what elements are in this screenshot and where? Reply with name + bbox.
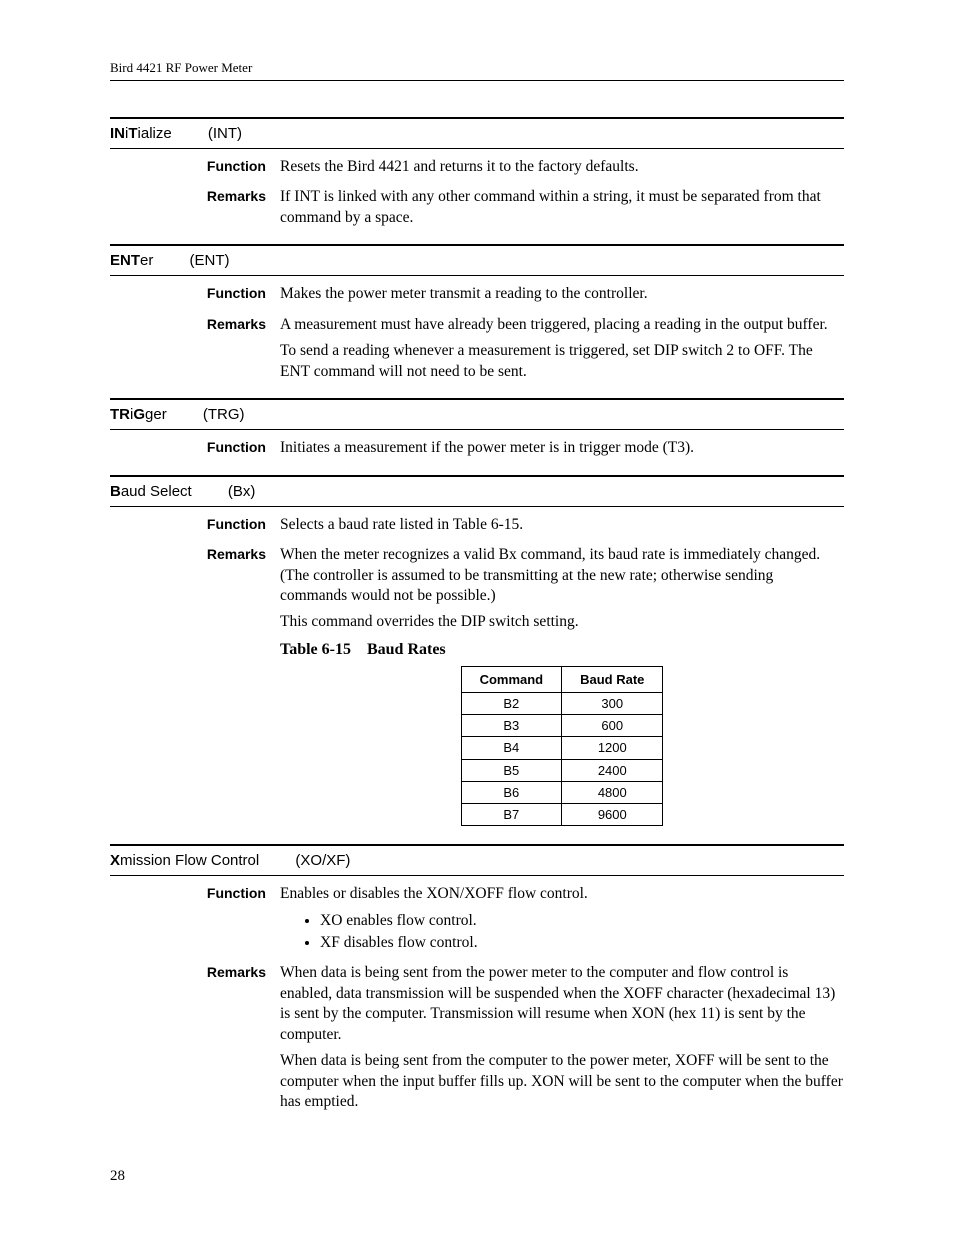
table-body: B2300B3600B41200B52400B64800B79600 <box>461 693 663 826</box>
content-function: Resets the Bird 4421 and returns it to t… <box>280 157 844 183</box>
row-function: Function Selects a baud rate listed in T… <box>110 515 844 541</box>
table-cell: 300 <box>562 693 663 715</box>
content-function: Enables or disables the XON/XOFF flow co… <box>280 884 844 959</box>
label-function: Function <box>110 438 280 464</box>
row-function: Function Enables or disables the XON/XOF… <box>110 884 844 959</box>
label-remarks: Remarks <box>110 963 280 1118</box>
section-header-baud: Baud Select (Bx) <box>110 475 844 507</box>
text-remarks-1: When data is being sent from the power m… <box>280 963 844 1045</box>
cmd-abbr-trigger: (TRG) <box>203 406 245 423</box>
table-cell: B2 <box>461 693 562 715</box>
cmd-name-xmission: Xmission Flow Control <box>110 852 259 869</box>
label-function: Function <box>110 515 280 541</box>
row-function: Function Initiates a measurement if the … <box>110 438 844 464</box>
table-header-cell: Command <box>461 667 562 693</box>
text-remarks-2: To send a reading whenever a measurement… <box>280 341 844 382</box>
baud-rate-table: Command Baud Rate B2300B3600B41200B52400… <box>461 666 664 826</box>
bullet-item: XO enables flow control. <box>320 911 844 931</box>
section-header-enter: ENTer (ENT) <box>110 244 844 276</box>
table-row: B2300 <box>461 693 663 715</box>
page-number: 28 <box>110 1168 125 1185</box>
text-remarks-2: When data is being sent from the compute… <box>280 1051 844 1112</box>
table-row: B41200 <box>461 737 663 759</box>
label-remarks: Remarks <box>110 315 280 388</box>
row-remarks: Remarks When data is being sent from the… <box>110 963 844 1118</box>
cmd-name-baud: Baud Select <box>110 483 192 500</box>
table-cell: B3 <box>461 715 562 737</box>
text-function: Initiates a measurement if the power met… <box>280 438 844 458</box>
text-remarks-1: When the meter recognizes a valid Bx com… <box>280 545 844 606</box>
table-header-row: Command Baud Rate <box>461 667 663 693</box>
cmd-abbr-initialize: (INT) <box>208 125 242 142</box>
content-function: Selects a baud rate listed in Table 6-15… <box>280 515 844 541</box>
label-function: Function <box>110 284 280 310</box>
row-remarks: Remarks A measurement must have already … <box>110 315 844 388</box>
page: Bird 4421 RF Power Meter INiTialize (INT… <box>0 0 954 1235</box>
text-remarks-1: A measurement must have already been tri… <box>280 315 844 335</box>
table-caption: Table 6-15 Baud Rates <box>280 639 844 660</box>
cmd-name-enter: ENTer <box>110 252 153 269</box>
table-row: B64800 <box>461 781 663 803</box>
text-function: Selects a baud rate listed in Table 6-15… <box>280 515 844 535</box>
cmd-abbr-xmission: (XO/XF) <box>295 852 350 869</box>
cmd-abbr-baud: (Bx) <box>228 483 256 500</box>
content-remarks: When data is being sent from the power m… <box>280 963 844 1118</box>
label-function: Function <box>110 884 280 959</box>
table-cell: 1200 <box>562 737 663 759</box>
row-remarks: Remarks If INT is linked with any other … <box>110 187 844 234</box>
text-function: Resets the Bird 4421 and returns it to t… <box>280 157 844 177</box>
table-row: B52400 <box>461 759 663 781</box>
text-function: Enables or disables the XON/XOFF flow co… <box>280 884 844 904</box>
text-remarks-2: This command overrides the DIP switch se… <box>280 612 844 632</box>
section-header-trigger: TRiGger (TRG) <box>110 398 844 430</box>
content-function: Makes the power meter transmit a reading… <box>280 284 844 310</box>
table-cell: 9600 <box>562 803 663 825</box>
table-cell: 4800 <box>562 781 663 803</box>
table-cell: 2400 <box>562 759 663 781</box>
text-function: Makes the power meter transmit a reading… <box>280 284 844 304</box>
section-header-initialize: INiTialize (INT) <box>110 117 844 149</box>
running-header: Bird 4421 RF Power Meter <box>110 60 844 81</box>
label-remarks: Remarks <box>110 187 280 234</box>
table-cell: B6 <box>461 781 562 803</box>
cmd-abbr-enter: (ENT) <box>190 252 230 269</box>
label-remarks: Remarks <box>110 545 280 834</box>
section-header-xmission: Xmission Flow Control (XO/XF) <box>110 844 844 876</box>
cmd-name-trigger: TRiGger <box>110 406 167 423</box>
row-function: Function Resets the Bird 4421 and return… <box>110 157 844 183</box>
content-remarks: A measurement must have already been tri… <box>280 315 844 388</box>
bullet-item: XF disables flow control. <box>320 933 844 953</box>
table-cell: B5 <box>461 759 562 781</box>
cmd-name-initialize: INiTialize <box>110 125 172 142</box>
content-remarks: When the meter recognizes a valid Bx com… <box>280 545 844 834</box>
table-cell: B4 <box>461 737 562 759</box>
label-function: Function <box>110 157 280 183</box>
row-remarks: Remarks When the meter recognizes a vali… <box>110 545 844 834</box>
table-cell: B7 <box>461 803 562 825</box>
content-function: Initiates a measurement if the power met… <box>280 438 844 464</box>
table-row: B3600 <box>461 715 663 737</box>
bullet-list: XO enables flow control. XF disables flo… <box>280 911 844 954</box>
table-cell: 600 <box>562 715 663 737</box>
text-remarks: If INT is linked with any other command … <box>280 187 844 228</box>
table-row: B79600 <box>461 803 663 825</box>
row-function: Function Makes the power meter transmit … <box>110 284 844 310</box>
content-remarks: If INT is linked with any other command … <box>280 187 844 234</box>
table-header-cell: Baud Rate <box>562 667 663 693</box>
